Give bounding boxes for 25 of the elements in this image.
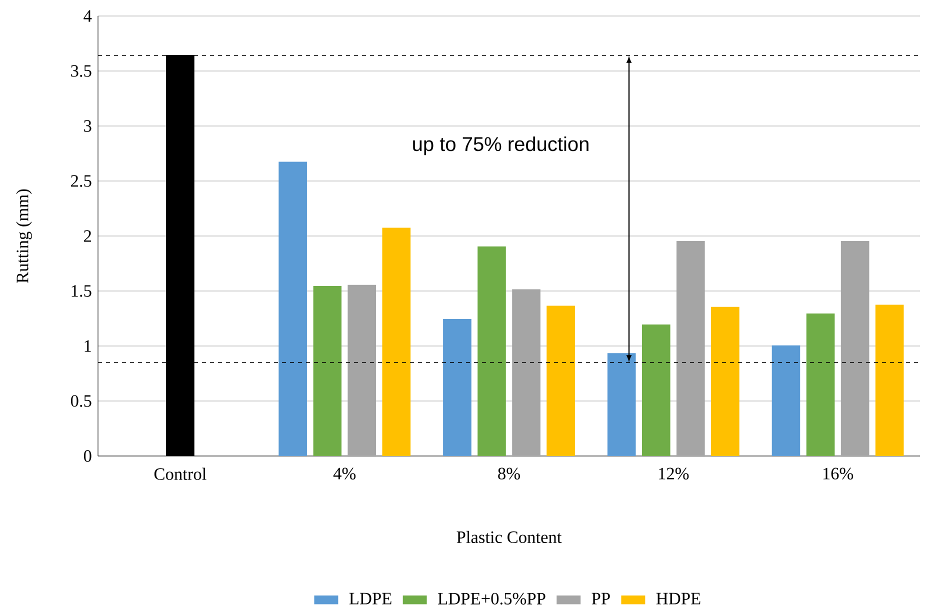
legend-label: LDPE bbox=[349, 592, 392, 604]
y-tick-label: 2 bbox=[84, 230, 92, 242]
annotation: up to 75% reduction bbox=[413, 136, 588, 156]
y-axis-title: Rutting (mm) bbox=[16, 189, 32, 283]
y-tick-label: 3.5 bbox=[71, 65, 92, 77]
x-tick-label: Control bbox=[154, 468, 206, 480]
legend-label: HDPE bbox=[656, 592, 700, 604]
legend-label: PP bbox=[592, 592, 610, 604]
y-tick-label: 1 bbox=[84, 340, 91, 352]
legend-label: LDPE+0.5%PP bbox=[438, 592, 546, 605]
bar bbox=[806, 314, 835, 456]
y-tick-label: 2.5 bbox=[71, 175, 92, 187]
y-tick-label: 4 bbox=[84, 10, 92, 22]
bar bbox=[313, 286, 342, 456]
bar bbox=[642, 324, 670, 456]
y-tick-label: 0 bbox=[84, 450, 92, 462]
x-tick-label: 8% bbox=[498, 468, 520, 480]
x-tick-label: 16% bbox=[823, 468, 854, 480]
x-axis-title: Plastic Content bbox=[456, 530, 562, 544]
y-tick-label: 1.5 bbox=[72, 285, 92, 297]
y-tick-label: 0.5 bbox=[70, 395, 92, 407]
y-tick-label: 3 bbox=[84, 120, 92, 132]
bar bbox=[478, 246, 506, 456]
x-tick-label: 4% bbox=[333, 468, 356, 480]
x-tick-label: 12% bbox=[659, 468, 689, 480]
